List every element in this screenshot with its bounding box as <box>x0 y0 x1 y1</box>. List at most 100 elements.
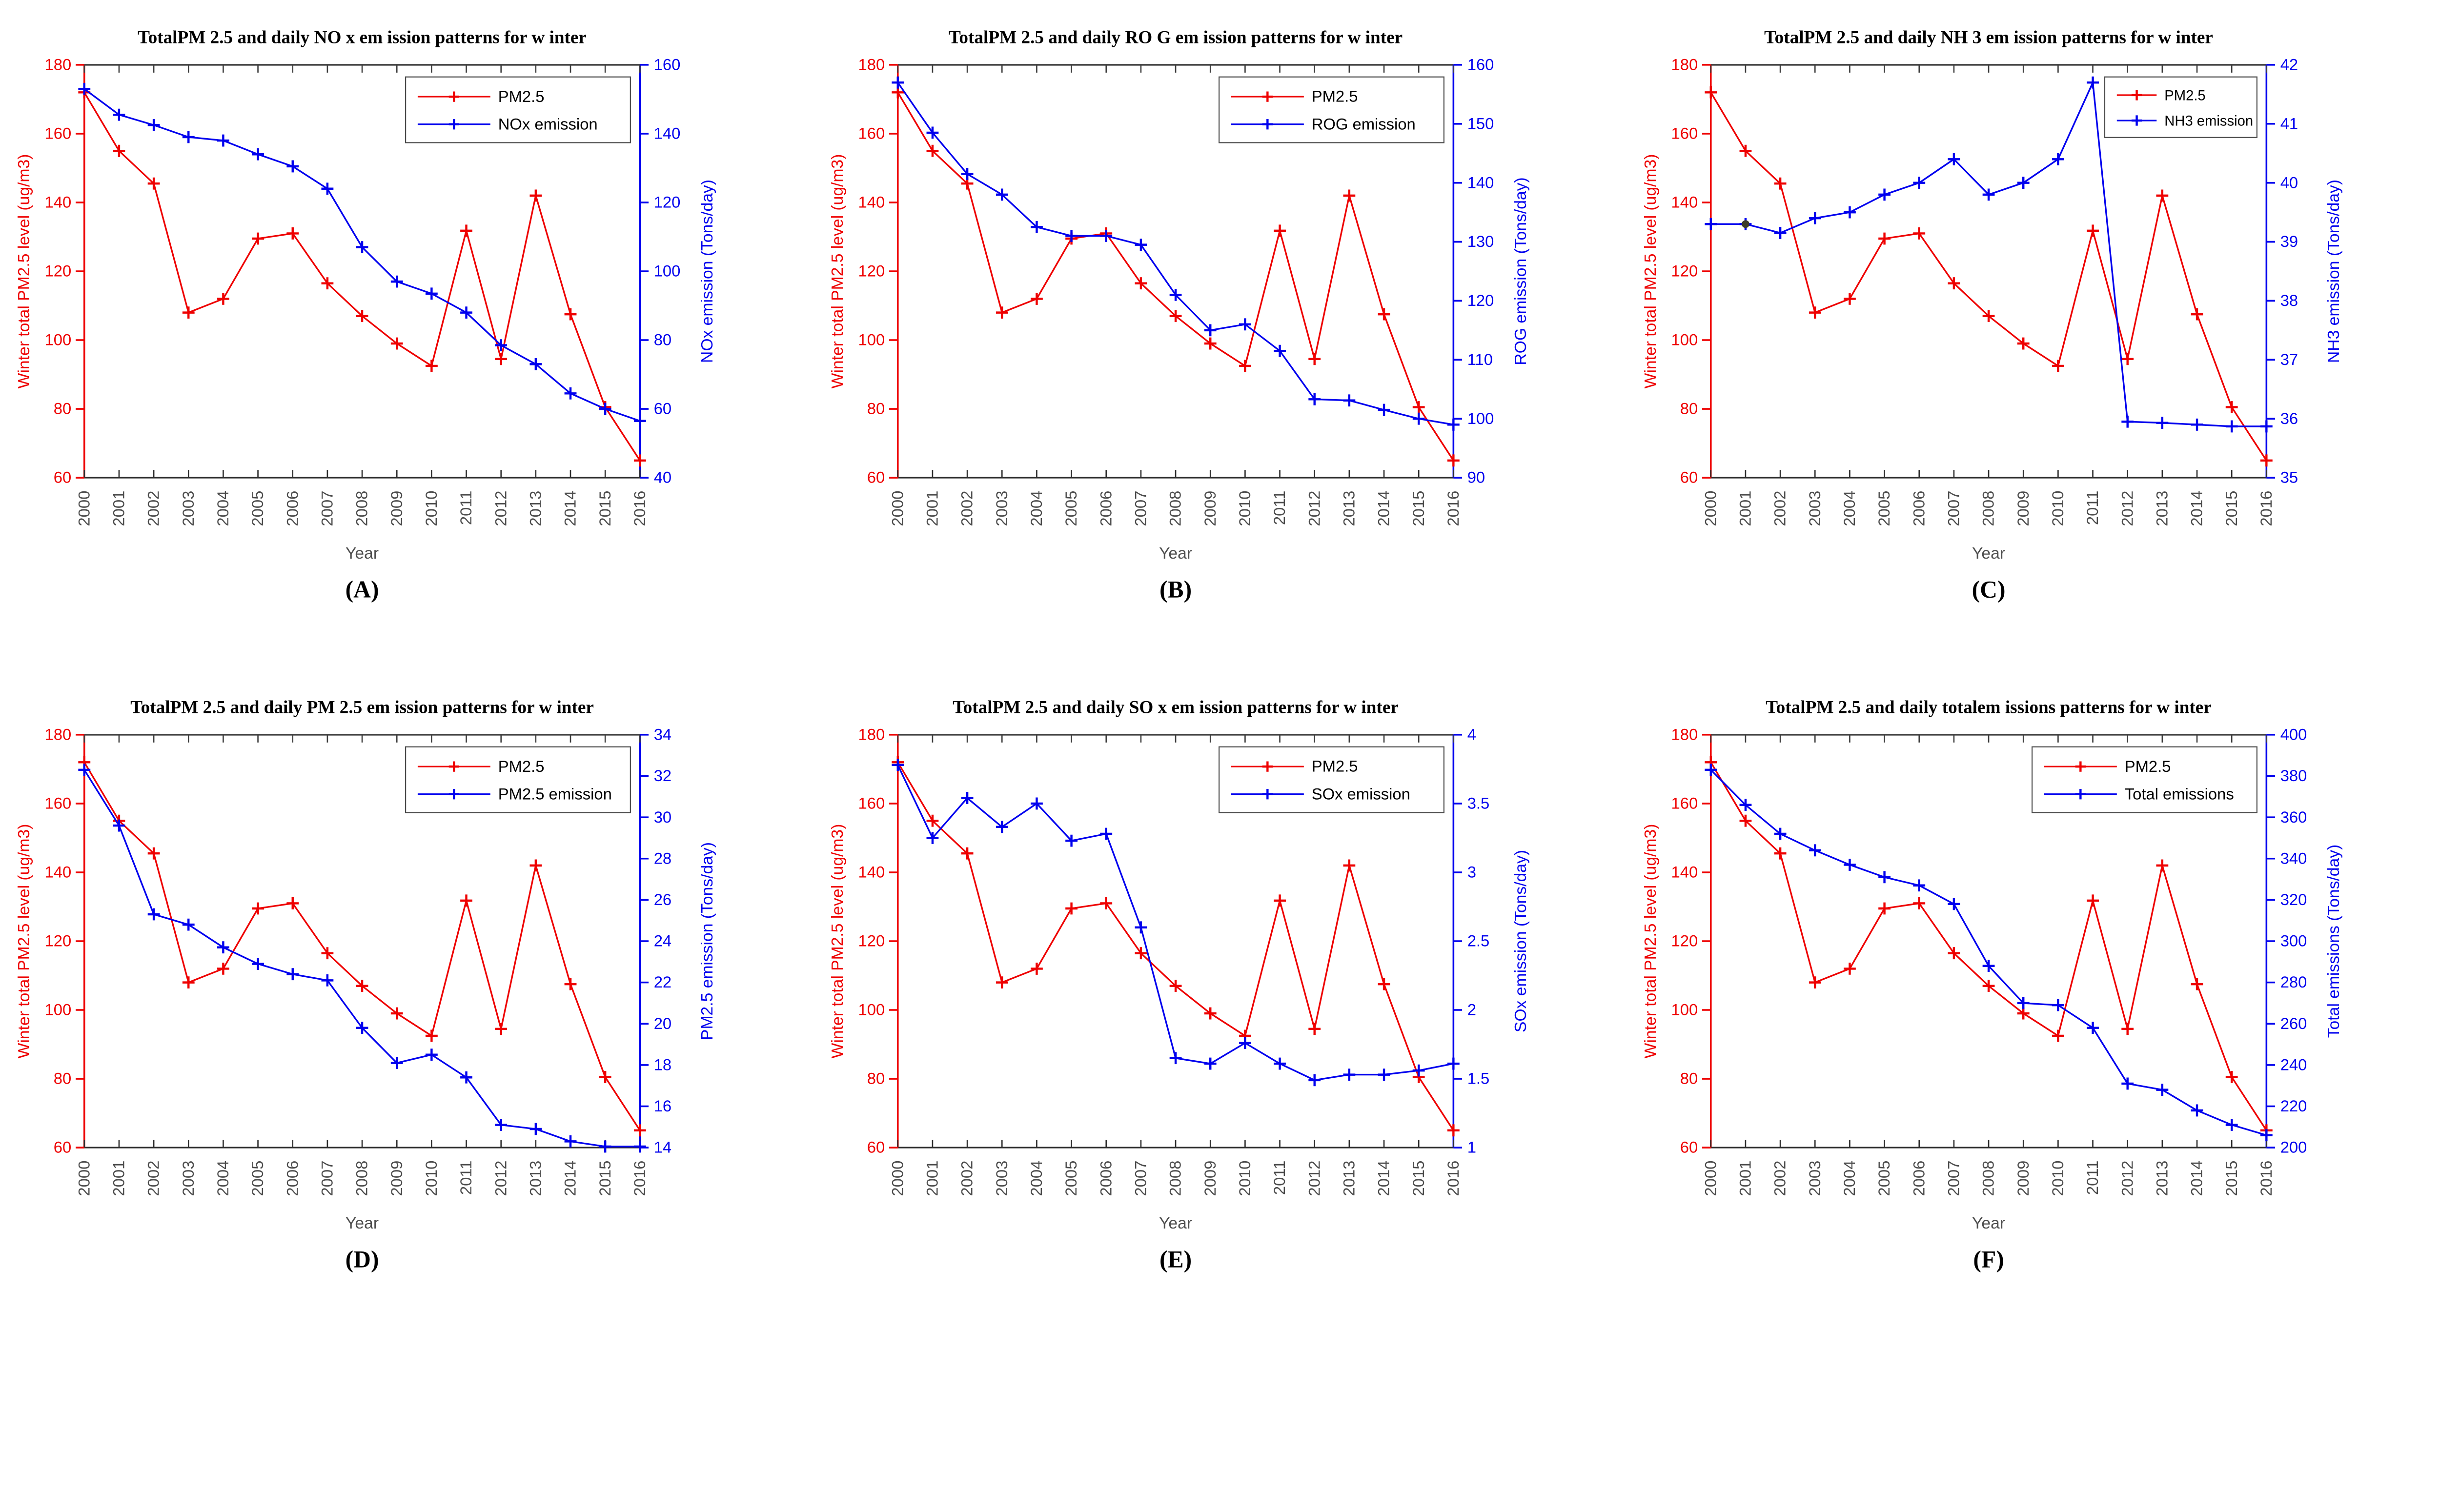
left-tick-label: 160 <box>858 794 885 812</box>
x-tick-label: 2000 <box>75 1160 93 1196</box>
left-tick-label: 60 <box>54 1138 71 1156</box>
left-tick-label: 60 <box>1680 468 1698 486</box>
plus-marker <box>1774 847 1787 860</box>
plus-marker <box>1378 403 1390 416</box>
plus-marker <box>1273 224 1286 237</box>
stray-dot <box>1742 220 1750 228</box>
x-tick-label: 2013 <box>2153 491 2171 526</box>
plus-marker <box>2052 1029 2065 1042</box>
plus-marker <box>2121 353 2134 365</box>
plus-marker <box>1844 962 1856 975</box>
left-tick-label: 60 <box>867 468 884 486</box>
right-tick-label: 36 <box>2280 409 2298 427</box>
right-tick-label: 110 <box>1467 350 1492 368</box>
x-tick-label: 2001 <box>1736 491 1754 526</box>
plus-marker <box>113 819 125 831</box>
caption: (A) <box>346 576 379 603</box>
plus-marker <box>564 978 577 990</box>
x-tick-label: 2006 <box>1910 1160 1928 1196</box>
plus-marker <box>1809 844 1821 856</box>
left-tick-label: 120 <box>1671 262 1698 280</box>
plus-marker <box>1169 310 1182 323</box>
x-tick-label: 2015 <box>1409 1160 1427 1196</box>
left-tick-label: 160 <box>1671 124 1698 142</box>
plus-marker <box>1982 188 1995 201</box>
plus-marker <box>286 897 299 909</box>
legend-plus-marker <box>2132 115 2142 126</box>
plus-marker <box>926 144 939 157</box>
right-tick-label: 37 <box>2280 350 2298 368</box>
plus-marker <box>1378 978 1390 990</box>
right-tick-label: 280 <box>2280 973 2307 991</box>
chart-title: TotalPM 2.5 and daily NO x em ission pat… <box>138 28 587 48</box>
series-markers-pm2-5 <box>78 756 646 1136</box>
plus-marker <box>425 360 438 372</box>
plus-marker <box>1913 879 1926 891</box>
chart-e-svg: TotalPM 2.5 and daily SO x em ission pat… <box>813 669 1627 1339</box>
plus-marker <box>147 908 160 920</box>
plus-marker <box>1844 858 1856 871</box>
right-tick-label: 140 <box>654 124 681 142</box>
x-tick-label: 2001 <box>923 491 941 526</box>
caption: (D) <box>346 1246 379 1272</box>
plus-marker <box>2156 1083 2169 1096</box>
x-axis-title: Year <box>1972 1214 2005 1232</box>
x-axis-title: Year <box>1159 1214 1192 1232</box>
plus-marker <box>78 82 91 95</box>
plus-marker <box>460 1071 472 1084</box>
x-tick-label: 2014 <box>2188 491 2206 526</box>
plus-marker <box>1982 310 1995 323</box>
plus-marker <box>1774 827 1787 840</box>
legend-label: PM2.5 <box>2125 757 2171 775</box>
x-tick-label: 2009 <box>2014 1160 2032 1196</box>
plus-marker <box>1844 293 1856 305</box>
plus-marker <box>529 358 542 370</box>
x-tick-label: 2011 <box>457 491 475 525</box>
x-tick-label: 2015 <box>1409 491 1427 526</box>
plus-marker <box>78 763 91 776</box>
plus-marker <box>1412 412 1425 425</box>
legend-box <box>405 76 631 143</box>
plus-marker <box>961 791 974 804</box>
series-markers-nox-emission <box>78 82 646 427</box>
x-tick-label: 2005 <box>1062 1160 1080 1196</box>
left-axis-title: Winter total PM2.5 level (ug/m3) <box>1642 154 1660 389</box>
plus-marker <box>1204 1057 1217 1069</box>
right-tick-label: 20 <box>654 1014 671 1032</box>
series-markers-pm2-5-emission <box>78 763 646 1152</box>
x-tick-label: 2000 <box>888 491 906 526</box>
x-tick-label: 2011 <box>2084 491 2102 525</box>
right-tick-label: 400 <box>2280 725 2307 743</box>
plus-marker <box>1378 1068 1390 1081</box>
plus-marker <box>1878 232 1891 245</box>
x-tick-label: 2011 <box>1270 491 1288 525</box>
x-tick-label: 2013 <box>527 491 545 526</box>
plus-marker <box>2017 1007 2030 1019</box>
left-tick-label: 120 <box>45 931 72 949</box>
plus-marker <box>1100 827 1112 840</box>
plus-marker <box>425 287 438 300</box>
plus-marker <box>321 277 334 290</box>
series-markers-rog-emission <box>892 76 1460 431</box>
left-tick-label: 180 <box>1671 725 1698 743</box>
chart-cell-e: TotalPM 2.5 and daily SO x em ission pat… <box>813 669 1627 1339</box>
plus-marker <box>1065 834 1078 847</box>
x-tick-label: 2012 <box>2118 491 2136 526</box>
plus-marker <box>286 968 299 980</box>
plus-marker <box>564 308 577 321</box>
x-tick-label: 2005 <box>1062 491 1080 526</box>
x-tick-label: 2003 <box>1806 491 1824 526</box>
plus-marker <box>1065 902 1078 914</box>
plus-marker <box>1739 814 1752 827</box>
plus-marker <box>1982 979 1995 992</box>
plus-marker <box>113 144 125 157</box>
x-tick-label: 2003 <box>993 491 1011 526</box>
plus-marker <box>1739 144 1752 157</box>
legend-plus-marker <box>448 91 459 102</box>
left-tick-label: 160 <box>45 124 72 142</box>
x-tick-label: 2010 <box>2049 491 2067 526</box>
left-tick-label: 140 <box>858 193 885 211</box>
plus-marker <box>1100 230 1112 242</box>
legend-label: SOx emission <box>1311 785 1410 803</box>
plus-marker <box>182 918 195 931</box>
